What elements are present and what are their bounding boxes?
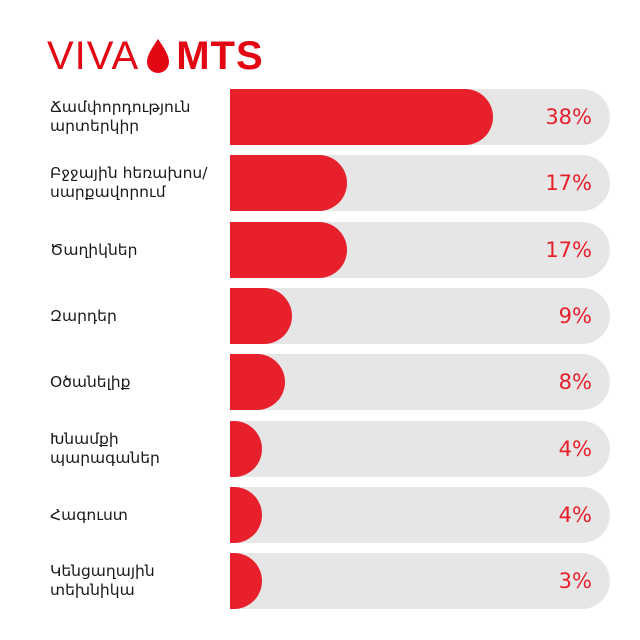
category-label: Հագուստ xyxy=(50,505,128,524)
bar-row: Հագուստ 4% xyxy=(0,487,640,543)
viva-mts-logo: VIVA MTS xyxy=(47,36,264,76)
bar-fill xyxy=(230,553,262,609)
category-label: Կենցաղային տեխնիկա xyxy=(50,562,155,599)
drop-icon xyxy=(147,39,170,73)
logo-mts-text: MTS xyxy=(176,34,264,78)
bar-track xyxy=(230,89,610,145)
value-label: 4% xyxy=(558,437,592,461)
bar-row: Զարդեր 9% xyxy=(0,288,640,344)
category-label: Խնամքի պարագաներ xyxy=(50,430,160,467)
category-label: Բջջային հեռախոս/ սարքավորում xyxy=(50,164,208,201)
category-label: Զարդեր xyxy=(50,306,117,325)
value-label: 8% xyxy=(558,370,592,394)
bar-fill xyxy=(230,288,293,344)
bar-fill xyxy=(230,421,262,477)
value-label: 17% xyxy=(545,238,592,262)
logo-viva-text: VIVA xyxy=(47,34,140,78)
category-label: Ճամփորդություն արտերկիր xyxy=(50,98,191,135)
bar-row: Ծաղիկներ 17% xyxy=(0,222,640,278)
value-label: 4% xyxy=(558,503,592,527)
bar-row: Խնամքի պարագաներ 4% xyxy=(0,421,640,477)
bar-fill xyxy=(230,487,262,543)
bar-row: Ճամփորդություն արտերկիր 38% xyxy=(0,89,640,145)
category-label: Օծանելիք xyxy=(50,372,131,391)
bar-track xyxy=(230,288,610,344)
bar-row: Օծանելիք 8% xyxy=(0,354,640,410)
bar-track xyxy=(230,421,610,477)
category-label: Ծաղիկներ xyxy=(50,240,138,259)
bar-fill xyxy=(230,155,348,211)
value-label: 38% xyxy=(545,105,592,129)
bar-track xyxy=(230,222,610,278)
bar-row: Կենցաղային տեխնիկա 3% xyxy=(0,553,640,609)
bar-track xyxy=(230,155,610,211)
value-label: 9% xyxy=(558,304,592,328)
value-label: 3% xyxy=(558,569,592,593)
bar-fill xyxy=(230,89,493,145)
bar-row: Բջջային հեռախոս/ սարքավորում 17% xyxy=(0,155,640,211)
bar-fill xyxy=(230,222,348,278)
bar-track xyxy=(230,354,610,410)
bar-fill xyxy=(230,354,286,410)
value-label: 17% xyxy=(545,171,592,195)
bar-track xyxy=(230,553,610,609)
bar-track xyxy=(230,487,610,543)
